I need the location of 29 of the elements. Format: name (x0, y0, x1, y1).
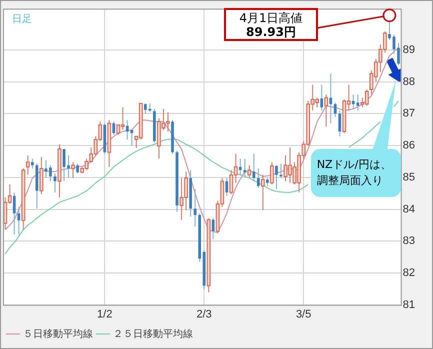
y-tick-label: 86 (402, 140, 416, 152)
y-tick-label: 82 (402, 266, 416, 279)
x-tick-label: 2/3 (196, 308, 212, 320)
candlestick (338, 110, 342, 137)
x-tick-label: 1/2 (97, 308, 112, 320)
legend-label: ２５日移動平均線 (113, 328, 193, 340)
y-tick-label: 81 (402, 298, 416, 311)
candlestick (76, 163, 79, 174)
candlestick (225, 178, 228, 196)
annotation: 89.93円 (246, 25, 296, 39)
candlestick (194, 188, 197, 227)
candlestick (54, 172, 56, 193)
candlestick (30, 158, 34, 169)
y-tick-label: 88 (402, 76, 416, 88)
y-tick-label: 89 (402, 44, 416, 56)
candlestick (320, 84, 324, 112)
annotation: 日足 (12, 13, 32, 26)
y-tick-label: 84 (402, 203, 416, 216)
annotation: NZドル/円は、調整局面入り (310, 148, 401, 198)
y-tick-label: 87 (402, 108, 416, 120)
y-tick-label: 85 (402, 171, 416, 184)
y-tick-label: 83 (402, 235, 416, 248)
x-tick-label: 3/5 (296, 308, 312, 320)
candlestick (275, 164, 278, 190)
candlestick (280, 163, 282, 179)
candlestick (256, 168, 260, 188)
legend-label: ５日移動平均線 (23, 328, 93, 340)
candlestick (252, 153, 256, 182)
candlestick (243, 158, 246, 177)
